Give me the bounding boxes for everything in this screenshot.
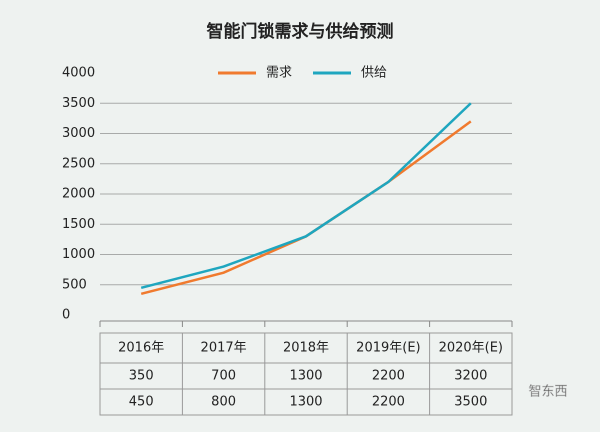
watermark: 智东西 [528, 385, 567, 400]
table-cell: 1300 [289, 369, 322, 384]
table-header: 2019年(E) [356, 341, 420, 356]
y-tick-label: 1000 [62, 247, 95, 262]
chart-title: 智能门锁需求与供给预测 [207, 21, 394, 42]
table-cell: 800 [211, 395, 236, 410]
table-header: 2018年 [283, 341, 329, 356]
table-cell: 700 [211, 369, 236, 384]
table-cell: 350 [129, 369, 154, 384]
legend-label: 需求 [266, 66, 292, 81]
y-tick-label: 2500 [62, 156, 95, 171]
legend-label: 供给 [361, 66, 387, 81]
y-tick-label: 4000 [62, 66, 95, 81]
table-cell: 2200 [372, 395, 405, 410]
y-tick-label: 0 [62, 308, 70, 323]
table-cell: 3500 [454, 395, 487, 410]
y-tick-label: 1500 [62, 217, 95, 232]
table-cell: 3200 [454, 369, 487, 384]
table-header: 2017年 [201, 341, 247, 356]
y-tick-label: 500 [62, 277, 87, 292]
y-tick-label: 3000 [62, 126, 95, 141]
table-frame [99, 332, 513, 416]
table-header: 2016年 [118, 341, 164, 356]
series-line [140, 102, 472, 289]
table-cell: 1300 [289, 395, 322, 410]
y-tick-label: 3500 [62, 96, 95, 111]
y-tick-label: 2000 [62, 187, 95, 202]
table-header: 2020年(E) [439, 341, 503, 356]
table-cell: 450 [129, 395, 154, 410]
table-cell: 2200 [372, 369, 405, 384]
